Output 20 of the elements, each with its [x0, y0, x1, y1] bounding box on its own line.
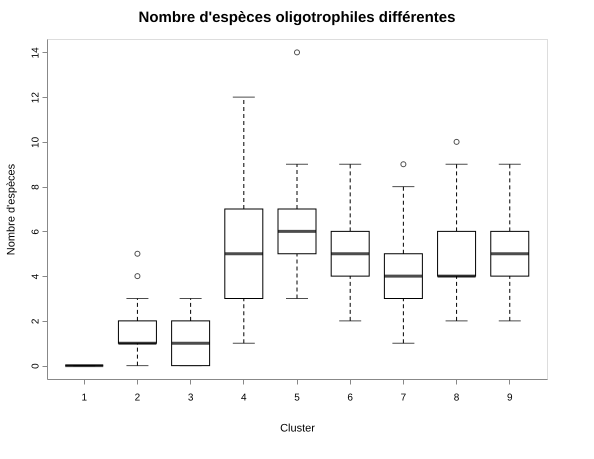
x-tick-label: 7 [400, 392, 407, 404]
y-tick-label: 2 [30, 318, 42, 324]
x-tick-label: 2 [134, 392, 141, 404]
x-tick-label: 3 [188, 392, 194, 404]
x-tick-label: 1 [81, 392, 88, 404]
y-tick-label: 8 [30, 184, 42, 190]
x-axis-title: Cluster [280, 422, 316, 434]
y-tick-label: 0 [30, 362, 42, 369]
x-tick-label: 6 [347, 392, 354, 404]
y-tick-label: 6 [30, 228, 42, 235]
y-tick-label: 10 [30, 136, 42, 148]
x-tick-label: 5 [294, 392, 300, 404]
x-tick-label: 4 [241, 392, 248, 404]
x-tick-label: 8 [454, 392, 460, 404]
y-tick-label: 14 [30, 46, 42, 58]
x-tick-label: 9 [506, 392, 513, 404]
chart-title: Nombre d'espèces oligotrophiles différentes [138, 9, 456, 26]
y-axis-title: Nombre d'espèces [6, 163, 18, 256]
y-tick-label: 4 [30, 273, 42, 280]
y-tick-label: 12 [30, 92, 42, 104]
